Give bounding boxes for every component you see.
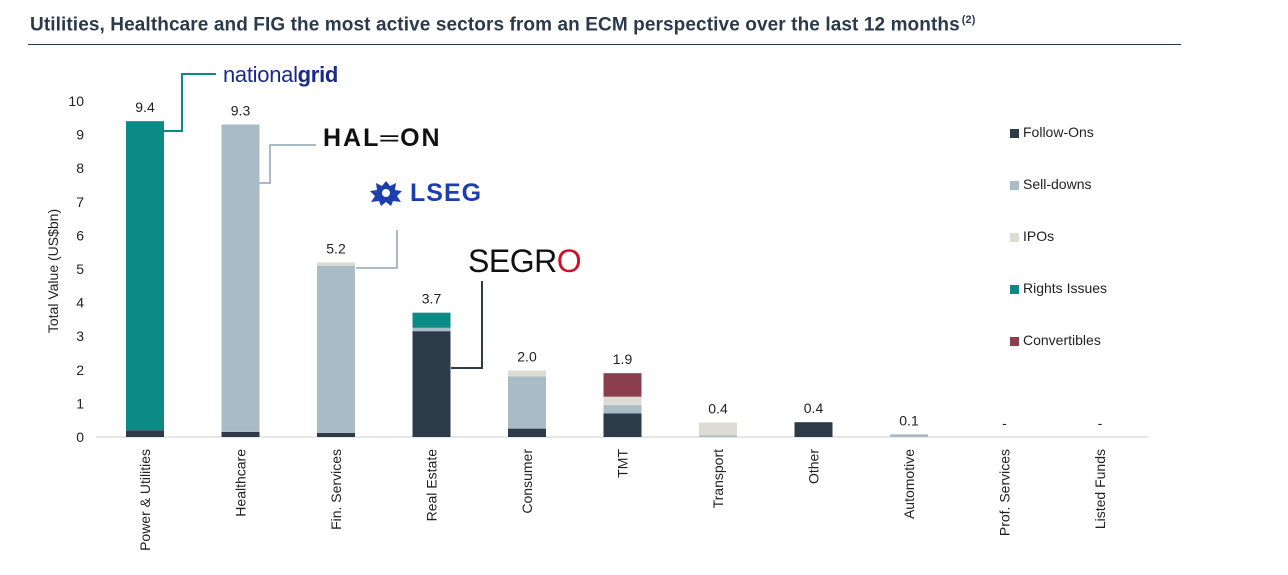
x-tick-label-listed-funds: Listed Funds xyxy=(1092,449,1108,529)
y-tick-label: 3 xyxy=(76,328,84,344)
x-tick-label-other: Other xyxy=(806,449,822,484)
bar-tmt-follow-ons xyxy=(603,413,642,437)
segro-logo: SEGRO xyxy=(468,243,582,280)
segro-logo-main: SEGR xyxy=(468,243,557,279)
total-label-tmt: 1.9 xyxy=(613,351,633,367)
y-tick-label: 8 xyxy=(76,160,84,176)
y-tick-label: 9 xyxy=(76,127,84,143)
legend-swatch-ipos xyxy=(1010,233,1019,242)
y-axis-title: Total Value (US$bn) xyxy=(45,209,61,333)
lseg-crest-icon xyxy=(370,181,402,206)
y-tick-label: 10 xyxy=(68,93,84,109)
bar-consumer-sell-downs xyxy=(508,376,546,429)
bar-transport-ipos xyxy=(699,422,737,436)
bar-healthcare-sell-downs xyxy=(221,124,260,432)
bar-real-estate-follow-ons xyxy=(412,331,451,437)
y-tick-label: 6 xyxy=(76,227,84,243)
chart-bars xyxy=(126,121,928,437)
lseg-logo: LSEG xyxy=(366,178,482,208)
total-label-fin-services: 5.2 xyxy=(326,240,346,256)
bar-other-follow-ons xyxy=(794,422,833,437)
legend-label-ipos: IPOs xyxy=(1023,228,1055,244)
connector-lseg xyxy=(356,230,398,269)
haleon-logo: HAL═ON xyxy=(323,124,442,152)
bar-consumer-follow-ons xyxy=(508,428,546,437)
total-label-healthcare: 9.3 xyxy=(231,103,251,119)
bar-tmt-sell-downs xyxy=(603,405,642,414)
legend-swatch-sell-downs xyxy=(1010,181,1019,190)
bar-consumer-ipos xyxy=(508,370,546,377)
bar-real-estate-sell-downs xyxy=(412,327,451,332)
x-tick-label-healthcare: Healthcare xyxy=(233,449,249,517)
legend-swatch-rights-issues xyxy=(1010,285,1019,294)
chart-labels: 9.4 Power & Utilities 9.3 Healthcare 5.2 Fin.… xyxy=(135,99,1108,551)
bar-tmt-ipos xyxy=(603,396,642,406)
x-tick-label-prof-services: Prof. Services xyxy=(997,449,1013,536)
legend-label-convertibles: Convertibles xyxy=(1023,332,1101,348)
national-grid-logo-bold: grid xyxy=(297,62,339,87)
y-tick-label: 1 xyxy=(76,395,84,411)
chart-axes: 0 1 2 3 4 5 6 7 8 9 10 Total Value (US$bn) xyxy=(45,93,1148,445)
bar-fin-services-follow-ons xyxy=(317,432,355,437)
bar-transport-sell-downs xyxy=(699,435,737,437)
logo-connectors xyxy=(164,73,483,369)
lseg-logo-text: LSEG xyxy=(410,178,483,207)
bar-power-utilities-rights-issues xyxy=(126,121,164,431)
bar-healthcare-follow-ons xyxy=(221,431,260,437)
x-tick-label-consumer: Consumer xyxy=(519,449,535,514)
chart-title: Utilities, Healthcare and FIG the most a… xyxy=(30,14,976,36)
bar-power-utilities-follow-ons xyxy=(126,430,164,437)
national-grid-logo-light: national xyxy=(223,62,298,87)
total-label-power-utilities: 9.4 xyxy=(135,99,155,115)
chart-title-text: Utilities, Healthcare and FIG the most a… xyxy=(30,14,960,36)
legend-label-follow-ons: Follow-Ons xyxy=(1023,124,1094,140)
bar-fin-services-sell-downs xyxy=(317,265,355,433)
bar-automotive-sell-downs xyxy=(890,434,928,437)
x-tick-label-tmt: TMT xyxy=(615,449,631,478)
bar-tmt-convertibles xyxy=(603,373,642,397)
y-tick-label: 2 xyxy=(76,362,84,378)
y-tick-label: 5 xyxy=(76,261,84,277)
legend-swatch-follow-ons xyxy=(1010,129,1019,138)
total-label-transport: 0.4 xyxy=(708,401,728,417)
title-footnote: (2) xyxy=(961,14,976,26)
national-grid-logo: nationalgrid xyxy=(223,62,338,88)
bar-real-estate-rights-issues xyxy=(412,312,451,328)
x-tick-label-fin-services: Fin. Services xyxy=(328,449,344,530)
legend-label-rights-issues: Rights Issues xyxy=(1023,280,1108,296)
y-tick-label: 4 xyxy=(76,295,84,311)
connector-segro xyxy=(451,281,483,369)
y-tick-label: 0 xyxy=(76,429,84,445)
total-label-consumer: 2.0 xyxy=(517,348,537,364)
legend-label-sell-downs: Sell-downs xyxy=(1023,176,1092,192)
legend-swatch-convertibles xyxy=(1010,337,1019,346)
x-tick-label-power-utilities: Power & Utilities xyxy=(137,449,153,551)
bar-fin-services-ipos xyxy=(317,262,355,266)
total-label-real-estate: 3.7 xyxy=(422,291,442,307)
total-label-prof-services: - xyxy=(1002,415,1007,431)
total-label-listed-funds: - xyxy=(1098,415,1103,431)
total-label-other: 0.4 xyxy=(804,400,824,416)
x-tick-label-real-estate: Real Estate xyxy=(424,449,440,522)
connector-haleon xyxy=(259,144,316,184)
x-tick-label-automotive: Automotive xyxy=(901,449,917,519)
x-tick-label-transport: Transport xyxy=(710,449,726,509)
title-divider xyxy=(28,44,1181,45)
y-tick-label: 7 xyxy=(76,194,84,210)
connector-national-grid xyxy=(164,73,216,132)
total-label-automotive: 0.1 xyxy=(899,412,919,428)
segro-logo-accent: O xyxy=(556,243,582,279)
